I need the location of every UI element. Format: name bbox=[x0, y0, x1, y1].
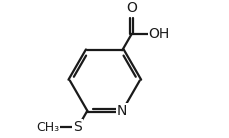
Text: S: S bbox=[73, 120, 82, 134]
Text: O: O bbox=[126, 2, 136, 15]
Text: OH: OH bbox=[148, 27, 169, 41]
Text: CH₃: CH₃ bbox=[36, 121, 59, 134]
Text: N: N bbox=[117, 104, 127, 118]
